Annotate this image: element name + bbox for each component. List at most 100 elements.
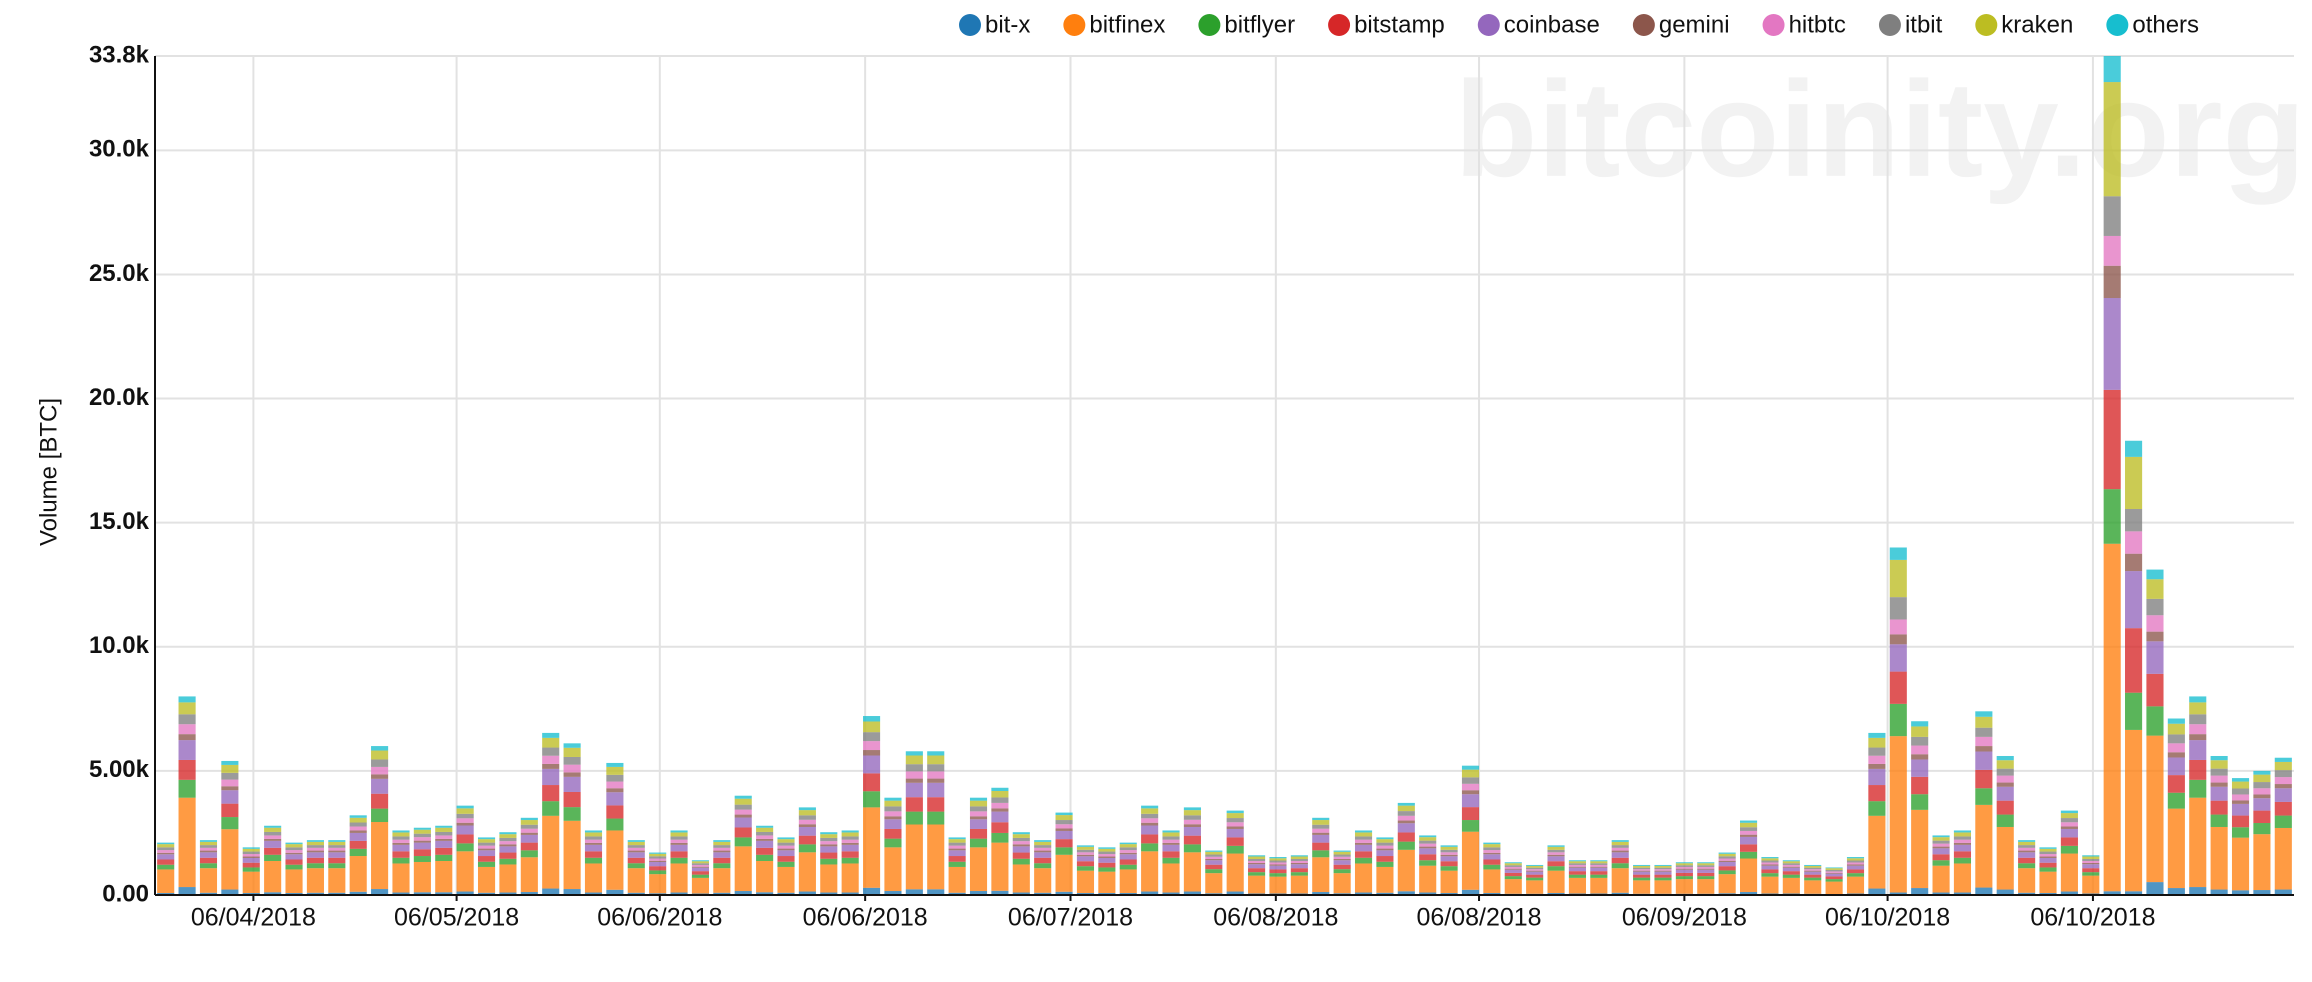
legend-marker bbox=[1328, 14, 1351, 36]
bar-segment bbox=[1611, 892, 1629, 895]
bar-segment bbox=[1526, 869, 1544, 871]
bar-segment bbox=[1354, 836, 1373, 840]
bar-segment bbox=[1312, 842, 1330, 851]
bar-segment bbox=[456, 822, 474, 826]
bar-segment bbox=[1568, 874, 1586, 878]
bar-segment bbox=[2167, 723, 2185, 735]
bar-segment bbox=[1312, 857, 1330, 893]
bar-segment bbox=[477, 848, 496, 851]
bar-segment bbox=[1526, 871, 1544, 875]
bar-segment bbox=[1611, 841, 1629, 846]
legend-label: coinbase bbox=[1504, 11, 1600, 38]
bar-segment bbox=[2018, 840, 2036, 842]
bar-segment bbox=[927, 751, 945, 756]
bar-segment bbox=[1162, 857, 1180, 864]
bar-segment bbox=[1996, 826, 2014, 890]
bar-segment bbox=[1953, 851, 1972, 858]
bar-segment bbox=[371, 889, 389, 895]
bar-segment bbox=[2253, 770, 2271, 775]
bar-segment bbox=[1761, 873, 1779, 877]
bar-segment bbox=[157, 847, 175, 851]
bar-segment bbox=[734, 817, 752, 828]
bar-segment bbox=[285, 859, 303, 865]
bar-segment bbox=[1911, 726, 1929, 737]
bar-segment bbox=[1547, 852, 1565, 855]
bar-segment bbox=[2103, 82, 2121, 197]
bar-segment bbox=[371, 766, 389, 775]
bar-segment bbox=[756, 892, 774, 895]
bar-segment bbox=[1846, 876, 1865, 894]
bar-segment bbox=[2039, 847, 2057, 849]
bar-segment bbox=[2082, 862, 2100, 865]
bar-segment bbox=[199, 852, 218, 858]
bar-segment bbox=[328, 841, 346, 846]
bar-segment bbox=[477, 850, 496, 857]
bar-segment bbox=[863, 716, 881, 722]
bar-segment bbox=[2253, 823, 2271, 835]
bar-segment bbox=[285, 864, 303, 870]
bar-segment bbox=[1718, 861, 1736, 867]
bar-segment bbox=[1675, 865, 1693, 867]
bar-segment bbox=[1697, 879, 1715, 894]
legend-marker bbox=[1975, 14, 1998, 36]
bar-segment bbox=[1162, 863, 1180, 893]
bar-segment bbox=[1697, 876, 1715, 880]
bar-segment bbox=[221, 817, 239, 830]
bar-segment bbox=[563, 772, 581, 777]
bar-segment bbox=[563, 764, 581, 773]
bar-segment bbox=[1376, 848, 1394, 851]
bar-segment bbox=[1675, 868, 1693, 870]
bar-segment bbox=[371, 750, 389, 760]
bar-segment bbox=[1248, 875, 1266, 894]
bar-segment bbox=[1804, 867, 1822, 870]
bar-segment bbox=[884, 806, 902, 812]
bar-segment bbox=[349, 815, 367, 818]
bar-segment bbox=[1782, 864, 1800, 867]
bar-segment bbox=[456, 891, 474, 895]
bar-segment bbox=[1825, 881, 1843, 895]
bar-segment bbox=[1953, 832, 1972, 837]
bar-segment bbox=[798, 844, 816, 853]
bar-segment bbox=[1119, 854, 1137, 860]
bar-segment bbox=[178, 797, 196, 888]
bar-segment bbox=[499, 837, 517, 842]
bar-segment bbox=[542, 768, 560, 786]
bar-segment bbox=[820, 844, 838, 847]
bar-segment bbox=[884, 847, 902, 892]
bar-segment bbox=[1183, 807, 1201, 811]
bar-segment bbox=[1012, 832, 1030, 835]
legend-label: bitstamp bbox=[1354, 11, 1445, 38]
bar-segment bbox=[691, 877, 710, 894]
bar-segment bbox=[2167, 792, 2185, 809]
bar-segment bbox=[1376, 842, 1394, 846]
bar-segment bbox=[178, 702, 196, 715]
bar-segment bbox=[477, 837, 496, 840]
bar-segment bbox=[798, 819, 816, 825]
bar-segment bbox=[1419, 846, 1437, 849]
bar-segment bbox=[1504, 868, 1522, 870]
bar-segment bbox=[2189, 696, 2207, 703]
bar-segment bbox=[1932, 843, 1950, 847]
bar-segment bbox=[1932, 848, 1950, 855]
bar-segment bbox=[1868, 763, 1886, 769]
bar-segment bbox=[1290, 860, 1308, 863]
bar-segment bbox=[1611, 845, 1629, 848]
bar-segment bbox=[991, 842, 1009, 891]
bar-segment bbox=[734, 827, 752, 838]
bar-segment bbox=[563, 747, 581, 757]
bar-segment bbox=[1183, 844, 1201, 853]
bar-segment bbox=[798, 835, 816, 845]
bar-segment bbox=[884, 819, 902, 829]
bar-segment bbox=[1633, 871, 1651, 875]
bar-segment bbox=[1269, 873, 1287, 877]
bar-segment bbox=[1953, 839, 1972, 843]
bar-segment bbox=[927, 764, 945, 772]
bar-segment bbox=[2231, 815, 2250, 828]
bar-segment bbox=[1611, 863, 1629, 869]
bar-segment bbox=[1911, 736, 1929, 746]
bar-segment bbox=[1034, 892, 1052, 895]
bar-segment bbox=[691, 864, 710, 867]
bar-segment bbox=[584, 892, 603, 895]
bar-segment bbox=[1483, 854, 1501, 860]
bar-segment bbox=[1889, 547, 1907, 560]
